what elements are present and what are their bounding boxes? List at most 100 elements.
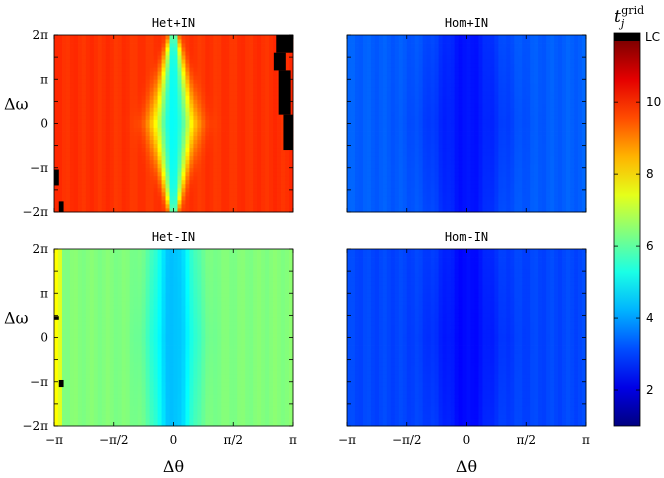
heatmap-cell — [185, 195, 190, 201]
heatmap-cell — [350, 199, 356, 205]
heatmap-cell — [229, 75, 234, 80]
heatmap-cell — [209, 47, 214, 52]
heatmap-cell — [502, 55, 507, 60]
heatmap-cell — [534, 131, 539, 136]
heatmap-cell — [273, 147, 278, 153]
heatmap-cell — [554, 183, 559, 189]
heatmap-cell — [89, 39, 95, 44]
heatmap-cell — [462, 155, 467, 161]
heatmap-cell — [462, 183, 467, 189]
heatmap-cell — [257, 143, 262, 149]
heatmap-cell — [81, 159, 87, 165]
heatmap-cell — [394, 71, 400, 76]
heatmap-cell — [506, 139, 511, 145]
heatmap-cell — [185, 187, 190, 193]
heatmap-cell — [229, 39, 234, 44]
heatmap-cell — [261, 115, 266, 120]
heatmap-cell — [347, 127, 352, 132]
heatmap-cell — [358, 119, 364, 124]
heatmap-cell — [241, 95, 246, 100]
heatmap-cell — [173, 159, 178, 165]
heatmap-cell — [177, 179, 182, 185]
heatmap-cell — [502, 119, 507, 124]
heatmap-cell — [161, 175, 166, 181]
heatmap-cell — [514, 43, 519, 48]
heatmap-cell — [77, 47, 83, 52]
heatmap-cell — [85, 87, 91, 92]
heatmap-cell — [253, 119, 258, 124]
heatmap-cell — [374, 163, 380, 169]
heatmap-cell — [73, 187, 79, 193]
heatmap-cell — [446, 179, 451, 185]
heatmap-cell — [386, 163, 392, 169]
heatmap-cell — [197, 123, 202, 128]
heatmap-cell — [498, 191, 503, 197]
heatmap-cell — [257, 167, 262, 173]
heatmap-cell — [354, 135, 360, 140]
heatmap-cell — [225, 191, 230, 197]
heatmap-cell — [550, 71, 555, 76]
heatmap-cell — [173, 127, 178, 132]
heatmap-cell — [54, 127, 59, 132]
heatmap-cell — [446, 199, 451, 205]
heatmap-cell — [137, 87, 143, 92]
heatmap-cell — [554, 159, 559, 165]
heatmap-cell — [97, 187, 103, 193]
heatmap-cell — [129, 187, 135, 193]
heatmap-cell — [486, 39, 491, 44]
heatmap-cell — [386, 59, 392, 64]
heatmap-cell — [249, 87, 254, 92]
heatmap-cell — [261, 123, 266, 128]
heatmap-cell — [81, 39, 87, 44]
heatmap-cell — [257, 175, 262, 181]
heatmap-cell — [454, 123, 459, 128]
heatmap-cell — [57, 183, 63, 189]
heatmap-cell — [177, 119, 182, 124]
heatmap-cell — [185, 79, 190, 84]
heatmap-cell — [261, 55, 266, 60]
heatmap-cell — [462, 107, 467, 112]
heatmap-cell — [161, 75, 166, 80]
heatmap-cell — [233, 79, 238, 84]
heatmap-cell — [378, 167, 384, 173]
heatmap-cell — [185, 143, 190, 149]
heatmap-cell — [454, 55, 459, 60]
heatmap-cell — [526, 63, 531, 68]
heatmap-cell — [213, 107, 218, 112]
heatmap-cell — [241, 163, 246, 169]
heatmap-cell — [101, 87, 107, 92]
heatmap-cell — [494, 55, 499, 60]
heatmap-cell — [446, 87, 451, 92]
heatmap-cell — [386, 103, 392, 108]
heatmap-cell — [265, 139, 270, 145]
heatmap-cell — [249, 95, 254, 100]
heatmap-cell — [542, 175, 547, 181]
heatmap-cell — [73, 75, 79, 80]
heatmap-cell — [77, 123, 83, 128]
heatmap-cell — [458, 131, 463, 136]
heatmap-cell — [233, 91, 238, 96]
heatmap-cell — [89, 119, 95, 124]
heatmap-cell — [502, 107, 507, 112]
heatmap-cell — [101, 163, 107, 169]
heatmap-cell — [77, 75, 83, 80]
heatmap-cell — [217, 139, 222, 145]
heatmap-cell — [378, 131, 384, 136]
heatmap-cell — [382, 183, 388, 189]
heatmap-cell — [97, 207, 103, 213]
heatmap-cell — [189, 63, 194, 68]
heatmap-cell — [65, 95, 71, 100]
heatmap-cell — [466, 179, 471, 185]
heatmap-cell — [418, 95, 424, 100]
heatmap-cell — [253, 59, 258, 64]
heatmap-cell — [446, 43, 451, 48]
heatmap-cell — [65, 151, 71, 157]
heatmap-cell — [193, 167, 198, 173]
heatmap-cell — [454, 163, 459, 169]
heatmap-cell — [201, 55, 206, 60]
heatmap-cell — [450, 143, 455, 149]
heatmap-cell — [446, 111, 451, 116]
heatmap-cell — [225, 59, 230, 64]
heatmap-cell — [402, 203, 408, 209]
heatmap-cell — [362, 91, 368, 96]
